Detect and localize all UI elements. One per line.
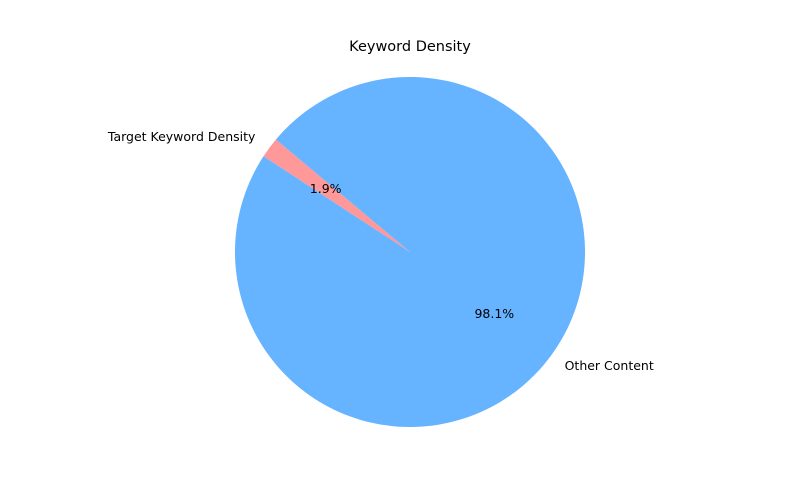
pie-slice-0 — [263, 139, 410, 252]
slice-percent-0: 1.9% — [310, 181, 342, 196]
slice-label-0: Target Keyword Density — [107, 129, 256, 144]
pie-labels: Target Keyword Density 1.9% Other Content 9… — [107, 129, 654, 373]
slice-label-1: Other Content — [565, 358, 654, 373]
chart-title: Keyword Density — [349, 39, 471, 55]
pie-slice-1 — [235, 76, 586, 427]
slice-percent-1: 98.1% — [474, 306, 514, 321]
pie-slices — [235, 76, 586, 427]
